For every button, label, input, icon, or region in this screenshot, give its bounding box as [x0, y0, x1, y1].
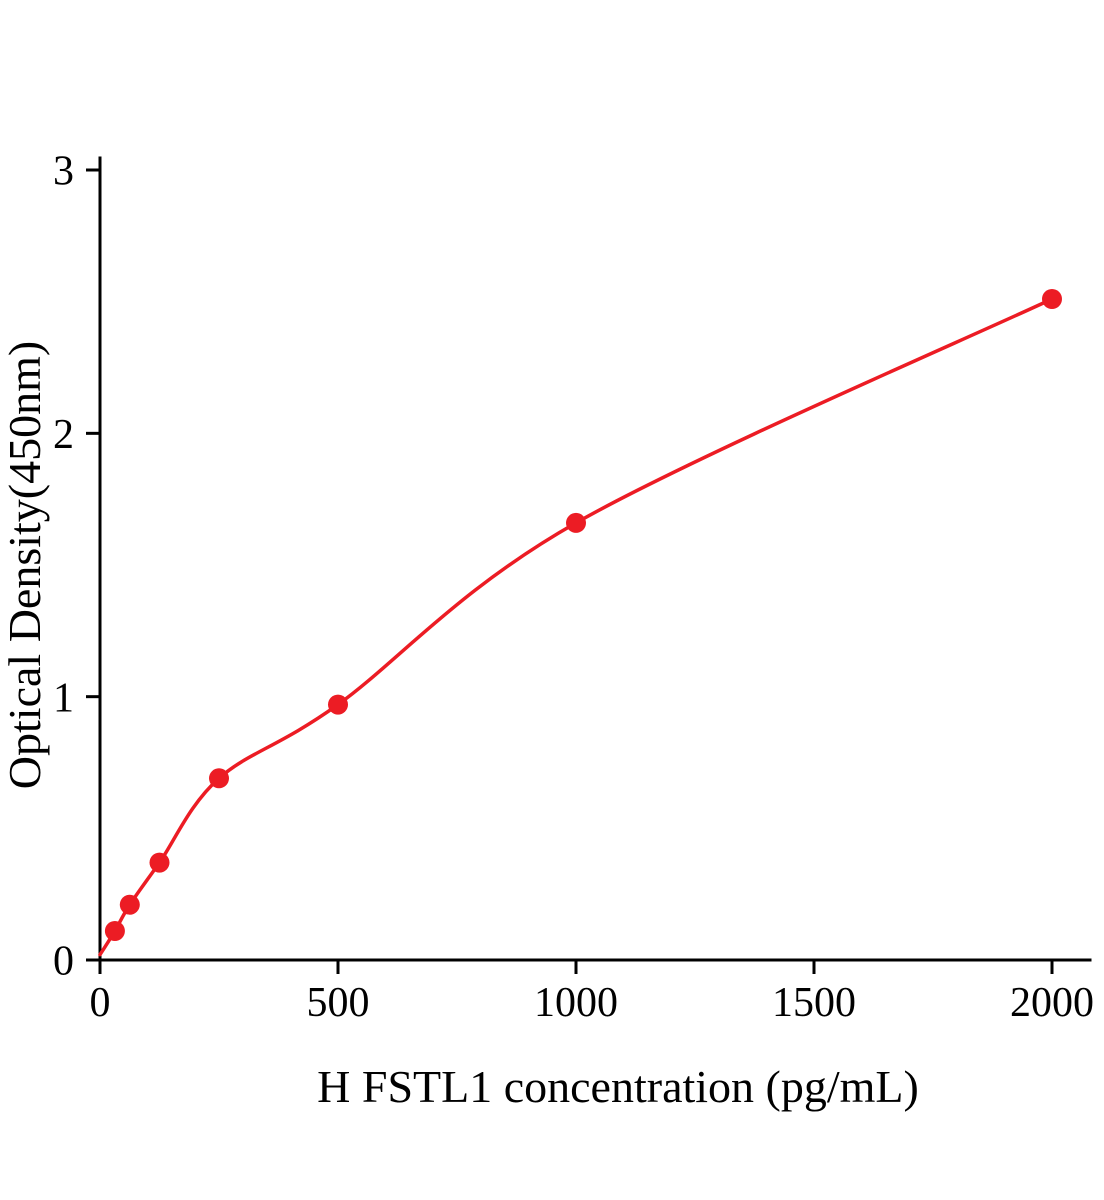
data-point: [149, 852, 170, 873]
data-point: [328, 694, 348, 715]
y-axis-ticks: 0 1 2 3: [53, 149, 100, 985]
x-axis-label: H FSTL1 concentration (pg/mL): [317, 1061, 919, 1112]
y-tick-label: 0: [53, 939, 74, 985]
x-tick-label: 500: [307, 980, 370, 1026]
y-tick-label: 3: [53, 149, 74, 195]
data-point: [104, 921, 125, 941]
x-tick-label: 1500: [772, 980, 856, 1026]
y-axis-label: Optical Density(450nm): [0, 341, 50, 789]
x-tick-label: 0: [90, 980, 111, 1026]
data-point: [566, 512, 586, 533]
x-tick-label: 2000: [1010, 980, 1094, 1026]
standard-curve-line: [98, 297, 1054, 957]
data-points: [104, 289, 1062, 941]
y-tick-label: 1: [53, 675, 74, 721]
data-point: [209, 768, 229, 789]
axes: [98, 156, 1092, 962]
data-point: [1042, 289, 1062, 309]
x-axis-ticks: 0 500 1000 1500 2000: [90, 960, 1094, 1026]
x-tick-label: 1000: [534, 980, 618, 1026]
data-point: [119, 894, 140, 915]
y-tick-label: 2: [53, 412, 74, 458]
